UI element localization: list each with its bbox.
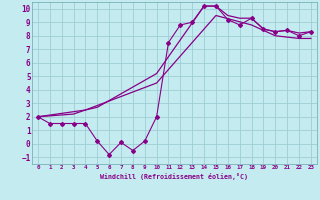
X-axis label: Windchill (Refroidissement éolien,°C): Windchill (Refroidissement éolien,°C) bbox=[100, 173, 248, 180]
